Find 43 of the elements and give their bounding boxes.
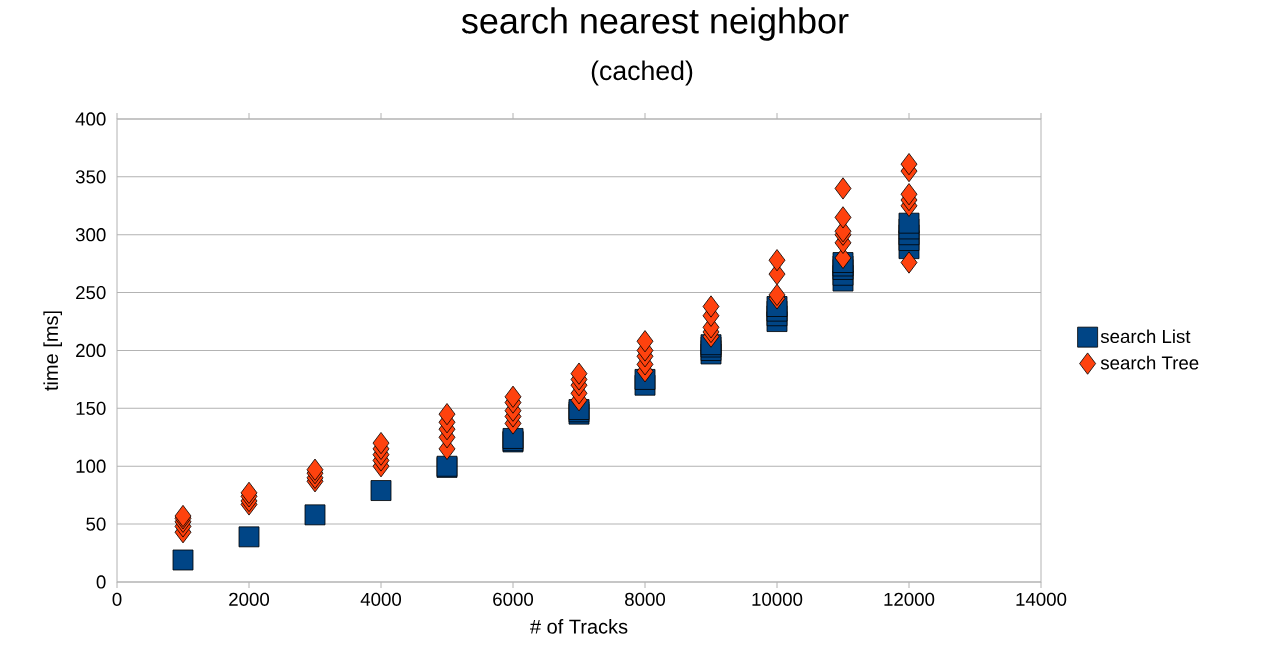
- x-tick-label: 10000: [752, 592, 803, 606]
- legend-label: search Tree: [1100, 355, 1199, 370]
- y-tick-label: 250: [76, 285, 106, 300]
- x-axis-title: # of Tracks: [530, 619, 628, 634]
- chart-title: search nearest neighbor: [461, 7, 849, 41]
- point: [702, 295, 720, 318]
- x-tick-label: 0: [112, 592, 122, 606]
- point: [240, 481, 258, 504]
- point: [900, 183, 918, 206]
- point: [306, 458, 324, 481]
- point: [768, 249, 786, 272]
- y-tick-label: 0: [96, 575, 106, 589]
- point: [834, 206, 852, 229]
- point: [898, 212, 920, 234]
- y-axis-title: time [ms]: [43, 311, 62, 391]
- x-tick-label: 6000: [493, 592, 534, 606]
- point: [768, 283, 786, 306]
- x-tick-label: 12000: [884, 592, 935, 606]
- x-tick-label: 4000: [360, 592, 402, 606]
- point: [900, 153, 918, 176]
- x-tick-label: 2000: [229, 592, 270, 606]
- y-tick-label: 200: [76, 343, 106, 358]
- point: [570, 362, 588, 385]
- x-tick-label: 8000: [625, 592, 666, 606]
- y-tick-label: 400: [75, 112, 106, 126]
- x-tick-label: 14000: [1016, 592, 1067, 606]
- chart-subtitle: (cached): [591, 60, 693, 86]
- y-tick-label: 350: [75, 170, 106, 184]
- point: [900, 251, 918, 274]
- legend-label: search List: [1100, 329, 1191, 344]
- point: [834, 177, 852, 200]
- y-tick-label: 100: [76, 459, 106, 473]
- point: [636, 330, 654, 353]
- point: [172, 549, 194, 571]
- point: [372, 432, 390, 455]
- y-tick-label: 300: [75, 228, 106, 242]
- point: [504, 385, 522, 408]
- point: [438, 403, 456, 426]
- point: [238, 526, 260, 548]
- y-tick-label: 150: [76, 401, 106, 415]
- point: [370, 480, 392, 501]
- point: [304, 504, 326, 526]
- y-tick-label: 50: [86, 517, 106, 531]
